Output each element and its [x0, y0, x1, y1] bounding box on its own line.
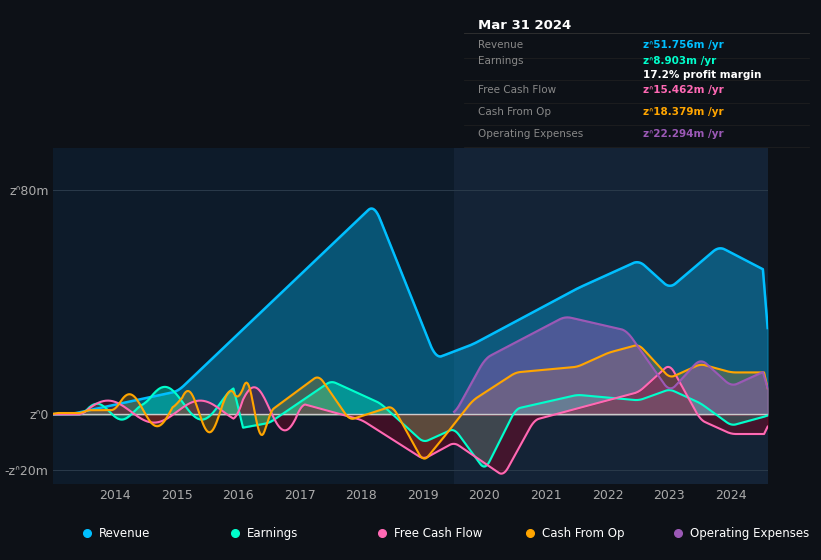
Text: zᐢ15.462m /yr: zᐢ15.462m /yr [643, 85, 724, 95]
Text: Earnings: Earnings [246, 527, 298, 540]
Text: Operating Expenses: Operating Expenses [690, 527, 809, 540]
Text: Revenue: Revenue [99, 527, 150, 540]
Text: Free Cash Flow: Free Cash Flow [478, 85, 556, 95]
Text: 17.2% profit margin: 17.2% profit margin [643, 70, 762, 80]
Text: Operating Expenses: Operating Expenses [478, 129, 583, 139]
Text: Earnings: Earnings [478, 56, 523, 66]
Text: zᐢ8.903m /yr: zᐢ8.903m /yr [643, 56, 717, 66]
Text: Cash From Op: Cash From Op [542, 527, 625, 540]
Bar [454, 148, 768, 484]
Text: zᐢ22.294m /yr: zᐢ22.294m /yr [643, 129, 724, 139]
Text: zᐢ51.756m /yr: zᐢ51.756m /yr [643, 40, 724, 50]
Text: Cash From Op: Cash From Op [478, 107, 551, 117]
Text: Mar 31 2024: Mar 31 2024 [478, 19, 571, 32]
Text: Free Cash Flow: Free Cash Flow [394, 527, 483, 540]
Text: zᐢ18.379m /yr: zᐢ18.379m /yr [643, 107, 724, 117]
Text: Revenue: Revenue [478, 40, 523, 50]
